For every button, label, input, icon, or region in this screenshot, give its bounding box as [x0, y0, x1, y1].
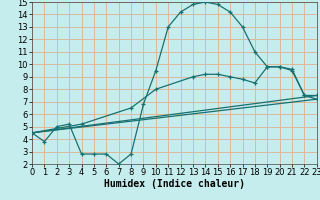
X-axis label: Humidex (Indice chaleur): Humidex (Indice chaleur)	[104, 179, 245, 189]
